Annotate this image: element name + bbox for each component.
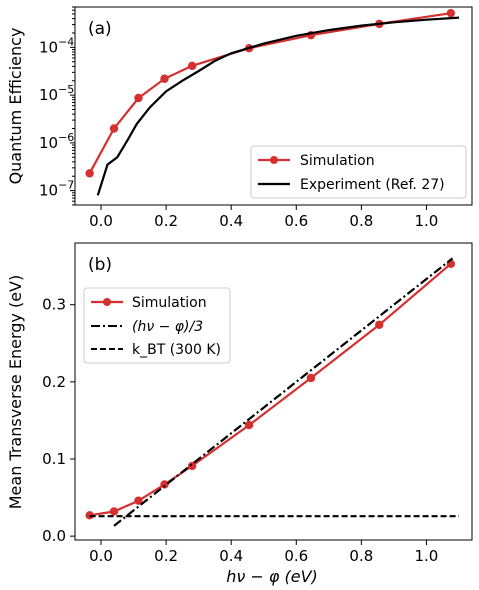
y-tick-label: 0.2 (42, 373, 66, 391)
panel-b-mean-transverse-energy: (b) Mean Transverse Energy (eV) hν − φ (… (6, 242, 473, 586)
legend-label-reference-line: (hν − φ)/3 (132, 319, 203, 335)
data-point (187, 61, 197, 71)
panel-b-series (85, 257, 459, 527)
data-point (85, 169, 94, 178)
data-point (109, 124, 119, 133)
x-tick-label: 0.8 (349, 212, 373, 230)
panel-a-label: (a) (88, 19, 112, 39)
data-point (187, 461, 197, 471)
panel-b-legend-box (83, 287, 231, 364)
data-point (160, 74, 169, 83)
legend-marker-simulation-a (270, 156, 278, 164)
panel-a-ticks: 0.0 0.2 0.4 0.6 0.8 1.0 10−7 10−6 10−5 10−4 (39, 6, 439, 230)
x-tick-label: 0.6 (284, 212, 308, 230)
x-tick-label: 0.4 (219, 212, 243, 230)
x-tick-label: 0.0 (89, 547, 113, 565)
y-tick-label: 10−4 (39, 35, 74, 56)
panel-a-y-axis-title: Quantum Efficiency (6, 28, 25, 185)
series-line-experiment-ref-27 (96, 16, 460, 196)
data-point (134, 93, 143, 103)
legend-label-thermal-energy: k_BT (300 K) (132, 342, 221, 358)
panel-a-series (85, 8, 460, 196)
legend-marker-simulation-b (103, 298, 111, 306)
data-point (306, 373, 316, 383)
legend-label-experiment: Experiment (Ref. 27) (300, 177, 445, 193)
panel-b-y-axis-title: Mean Transverse Energy (eV) (6, 275, 25, 510)
y-tick-label: 10−7 (39, 179, 74, 200)
legend-label-simulation-a: Simulation (300, 153, 375, 169)
data-point (109, 507, 119, 516)
data-point (375, 320, 384, 329)
x-tick-label: 0.0 (89, 212, 113, 230)
y-tick-label: 0.3 (42, 296, 66, 314)
panel-b-label: (b) (88, 255, 112, 275)
series-line-h-3 (113, 257, 454, 527)
legend-label-simulation-b: Simulation (132, 295, 207, 311)
panel-b-frame (74, 242, 473, 541)
panel-a-legend: Simulation Experiment (Ref. 27) (250, 145, 467, 199)
data-point (134, 496, 143, 505)
y-tick-label: 10−6 (39, 131, 74, 152)
y-tick-label: 0.0 (42, 527, 66, 545)
panel-a-legend-box (250, 145, 467, 199)
x-tick-label: 0.6 (284, 547, 308, 565)
data-point (244, 420, 254, 430)
x-tick-label: 1.0 (415, 547, 439, 565)
y-tick-label: 10−5 (39, 83, 74, 104)
x-tick-label: 0.2 (154, 212, 178, 230)
panel-b-legend: Simulation (hν − φ)/3 k_BT (300 K) (83, 287, 231, 364)
x-tick-label: 0.4 (219, 547, 243, 565)
data-point (160, 480, 169, 489)
y-tick-label: 0.1 (42, 450, 66, 468)
x-tick-label: 1.0 (415, 212, 439, 230)
data-point (446, 8, 456, 18)
x-tick-label: 0.2 (154, 547, 178, 565)
x-tick-label: 0.8 (349, 547, 373, 565)
panel-b-x-axis-title: hν − φ (eV) (226, 567, 318, 586)
panel-a-quantum-efficiency: (a) Quantum Efficiency 0.0 0.2 0.4 0.6 0.8 1.… (6, 6, 473, 230)
panel-b-ticks: 0.0 0.2 0.4 0.6 0.8 1.0 0.0 0.1 0.2 0.3 (42, 296, 438, 565)
